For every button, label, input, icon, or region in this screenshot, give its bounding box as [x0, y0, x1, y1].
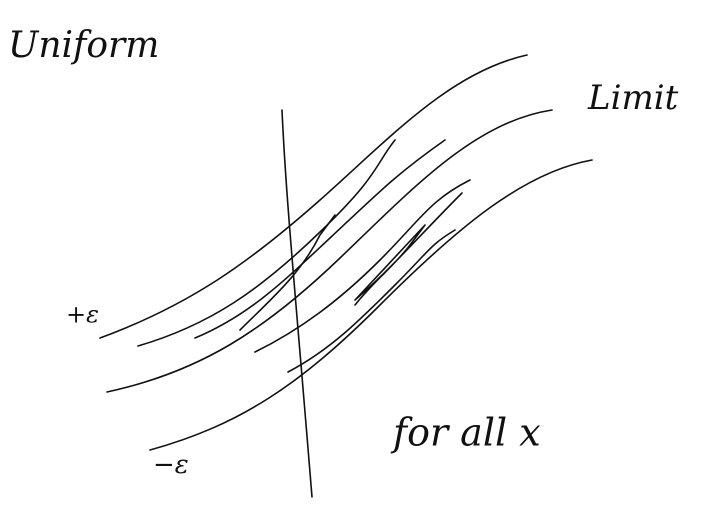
upper-band-label: +ε [66, 301, 99, 329]
limit-curve [106, 109, 553, 393]
approx-curve [254, 179, 471, 353]
lower-bound-curve [149, 159, 593, 451]
curve-label: Limit [587, 78, 679, 118]
approx-curve [194, 139, 446, 339]
approx-curve [287, 229, 456, 373]
approx-curve [239, 214, 336, 331]
lower-band-label: −ε [153, 450, 189, 480]
upper-bound-curve [99, 54, 528, 339]
title: Uniform [8, 25, 159, 66]
approx-curve [137, 139, 396, 347]
approx-curve [354, 192, 463, 306]
caption: for all x [390, 411, 541, 455]
curves [99, 54, 593, 451]
vertical-line [281, 109, 313, 498]
